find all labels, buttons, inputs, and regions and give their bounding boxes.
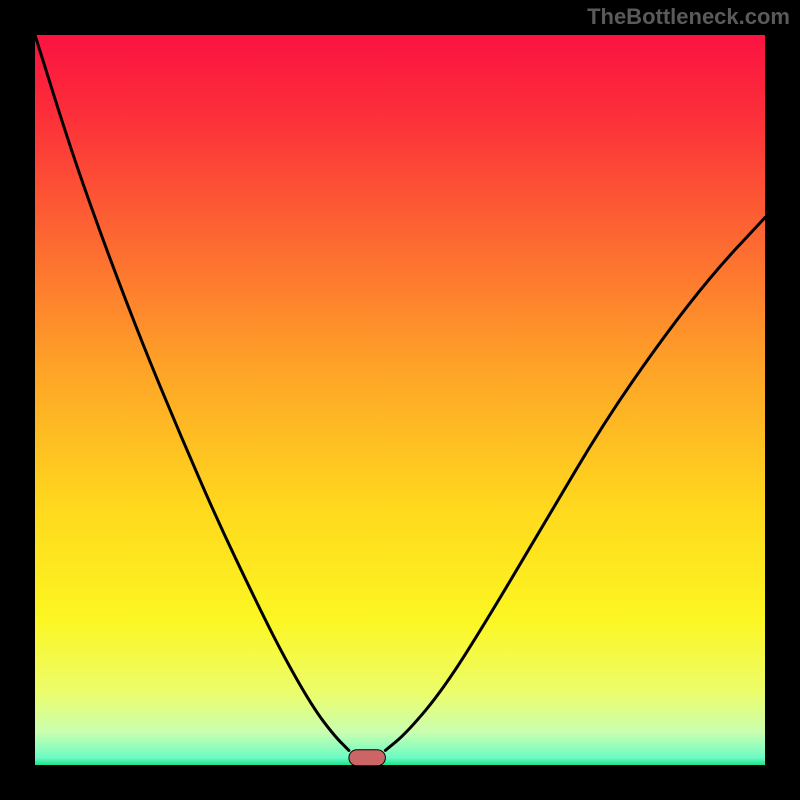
chart-root: TheBottleneck.com <box>0 0 800 800</box>
chart-plot-background <box>35 35 765 765</box>
ideal-point-marker <box>349 750 386 766</box>
watermark-text: TheBottleneck.com <box>587 4 790 30</box>
chart-svg <box>0 0 800 800</box>
